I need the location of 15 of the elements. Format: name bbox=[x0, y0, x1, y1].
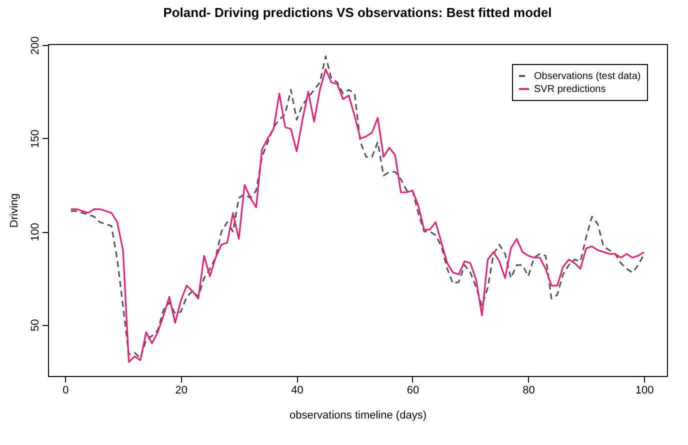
x-tick-label: 100 bbox=[635, 384, 654, 396]
x-tick-label: 20 bbox=[175, 384, 188, 396]
chart-title: Poland- Driving predictions VS observations: Best fitted model bbox=[163, 4, 552, 20]
y-axis-title: Driving bbox=[8, 193, 20, 228]
x-tick-label: 0 bbox=[62, 384, 69, 396]
y-tick-label: 200 bbox=[30, 36, 42, 55]
x-tick-label: 40 bbox=[291, 384, 304, 396]
y-tick-label: 100 bbox=[30, 222, 42, 242]
x-tick-label: 60 bbox=[406, 384, 420, 396]
y-tick-label: 150 bbox=[30, 130, 42, 148]
y-tick-label: 50 bbox=[30, 319, 42, 332]
x-tick-label: 80 bbox=[522, 384, 535, 396]
x-axis-title: observations timeline (days) bbox=[290, 410, 426, 422]
legend-label: SVR predictions bbox=[534, 84, 606, 95]
legend-label: Observations (test data) bbox=[534, 71, 641, 82]
